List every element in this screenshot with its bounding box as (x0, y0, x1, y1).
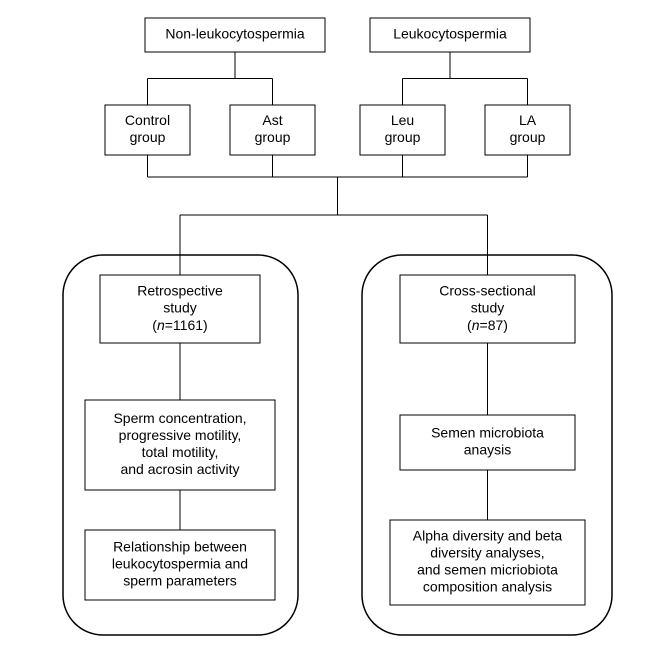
node-alpha-label: Alpha diversity and beta (413, 528, 563, 544)
node-g_la-label: group (510, 129, 546, 145)
node-cross-label: Cross-sectional (439, 283, 535, 299)
node-g_control-label: group (130, 129, 166, 145)
node-g_la-label: LA (519, 112, 537, 128)
node-top_left-label: Non-leukocytospermia (165, 26, 304, 42)
node-alpha-label: and semen micriobiota (417, 562, 558, 578)
node-g_control-label: Control (125, 112, 170, 128)
node-g_ast-label: Ast (262, 112, 282, 128)
node-cross-label: study (471, 300, 504, 316)
node-retro-label: study (163, 300, 196, 316)
node-top_right-label: Leukocytospermia (393, 26, 507, 42)
node-alpha-label: diversity analyses, (430, 545, 544, 561)
node-sperm-label: Sperm concentration, (113, 410, 246, 426)
node-g_leu-label: group (385, 129, 421, 145)
node-cross-n: (n=87) (467, 317, 508, 333)
node-g_leu-label: Leu (391, 112, 414, 128)
node-retro-n: (n=1161) (152, 317, 207, 333)
node-retro-label: Retrospective (137, 283, 223, 299)
node-g_ast-label: group (255, 129, 291, 145)
node-semen-label: Semen microbiota (431, 425, 544, 441)
node-rel-label: sperm parameters (123, 573, 237, 589)
node-semen-label: anaysis (464, 442, 511, 458)
node-sperm-label: progressive motility, (119, 427, 242, 443)
node-sperm-label: and acrosin activity (120, 461, 239, 477)
node-alpha-label: composition analysis (423, 579, 552, 595)
node-sperm-label: total motility, (142, 444, 219, 460)
node-rel-label: Relationship between (113, 539, 247, 555)
node-rel-label: leukocytospermia and (112, 556, 248, 572)
